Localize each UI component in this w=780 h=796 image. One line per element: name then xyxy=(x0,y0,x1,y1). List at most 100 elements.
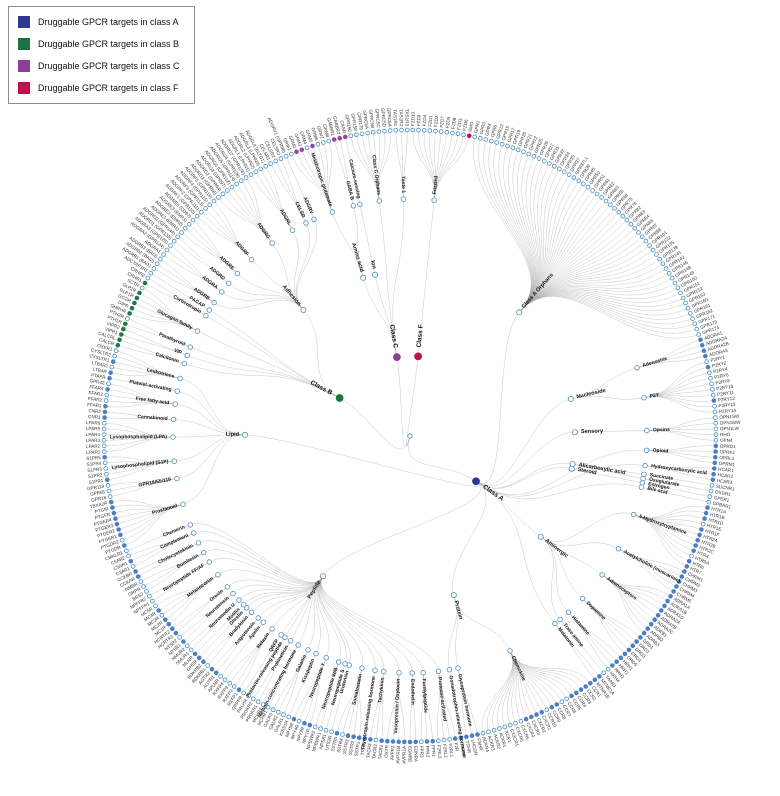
branch xyxy=(147,277,207,316)
receptor-node xyxy=(251,696,256,702)
receptor-label: HTR2C xyxy=(699,545,716,555)
druggable-receptor-node xyxy=(192,651,198,657)
receptor-node xyxy=(253,169,259,175)
druggable-receptor-node xyxy=(658,608,664,613)
druggable-receptor-node xyxy=(133,569,138,574)
branch xyxy=(475,398,571,486)
receptor-node xyxy=(126,553,131,559)
branch xyxy=(641,486,709,503)
druggable-receptor-node xyxy=(351,734,356,740)
class-node xyxy=(335,394,344,402)
receptor-label: F2RL1 xyxy=(448,743,455,758)
branch xyxy=(322,481,481,577)
family-node xyxy=(643,447,650,453)
druggable-receptor-node xyxy=(554,702,560,707)
branch xyxy=(108,383,176,405)
branch xyxy=(633,514,687,567)
branch xyxy=(353,205,364,278)
receptor-node xyxy=(273,158,279,164)
receptor-node xyxy=(186,221,192,227)
receptor-label: LPAR4 xyxy=(86,432,101,437)
branch xyxy=(475,481,556,624)
branch xyxy=(150,273,210,311)
receptor-label: GPRC5D xyxy=(380,108,387,128)
receptor-node xyxy=(650,247,656,253)
receptor-label: GPRC5C xyxy=(374,108,381,128)
druggable-receptor-node xyxy=(127,311,132,316)
receptor-label: GPR4 xyxy=(484,123,492,137)
receptor-node xyxy=(480,730,486,736)
family-node xyxy=(357,201,363,208)
druggable-receptor-node xyxy=(108,370,113,376)
branch xyxy=(107,478,177,486)
receptor-label: GPRC5B xyxy=(368,109,375,128)
legend-item-class-f: Druggable GPCR targets in class F xyxy=(18,82,180,94)
druggable-receptor-node xyxy=(587,680,593,686)
family-node xyxy=(248,257,255,263)
family-node xyxy=(177,375,183,382)
druggable-receptor-node xyxy=(583,684,588,689)
family-node xyxy=(219,289,225,295)
branch xyxy=(175,403,246,436)
branch xyxy=(203,612,252,662)
receptor-label: CCR10 xyxy=(546,712,557,728)
family-node xyxy=(630,511,637,518)
branch xyxy=(370,671,384,740)
receptor-label: NPY2R xyxy=(295,726,305,743)
receptor-node xyxy=(168,243,173,248)
group-node xyxy=(450,592,457,599)
receptor-node xyxy=(184,643,190,649)
receptor-label: GPR173 xyxy=(700,319,719,330)
receptor-node xyxy=(657,256,662,262)
receptor-label: HTR4 xyxy=(696,550,709,559)
branch xyxy=(318,576,347,664)
receptor-label: CYSLTR2 xyxy=(90,347,111,357)
receptor-label: SSTR2 xyxy=(348,740,356,756)
receptor-label: ACKR3 xyxy=(487,735,496,752)
druggable-receptor-node xyxy=(668,593,673,599)
receptor-label: PTGDR xyxy=(105,544,122,555)
branch xyxy=(519,292,686,313)
druggable-receptor-node xyxy=(539,709,544,715)
receptor-node xyxy=(243,175,249,180)
branch xyxy=(184,363,340,399)
receptor-node xyxy=(708,488,714,494)
family-node xyxy=(203,312,209,319)
receptor-node xyxy=(354,132,359,138)
receptor-node xyxy=(365,130,370,136)
druggable-receptor-node xyxy=(132,300,137,306)
family-label: Acetylcholine (muscarinic) xyxy=(622,549,681,585)
branch xyxy=(519,153,537,313)
druggable-receptor-node xyxy=(711,466,717,471)
receptor-label: CALCRL xyxy=(98,331,117,342)
branch xyxy=(280,158,307,224)
receptor-node xyxy=(275,709,281,715)
branch xyxy=(509,650,577,694)
receptor-node xyxy=(376,129,382,134)
branch xyxy=(170,245,222,293)
family-node xyxy=(342,661,348,667)
family-node xyxy=(638,484,645,490)
branch xyxy=(519,190,593,313)
branches xyxy=(103,129,717,743)
receptor-label: HCAR1 xyxy=(718,467,734,474)
receptor-label: OPRD1 xyxy=(720,444,736,450)
family-label: Bile acid xyxy=(647,486,668,496)
receptor-label: RHO xyxy=(720,432,731,437)
branch xyxy=(519,177,575,313)
family-label: GABA B xyxy=(344,180,355,201)
receptor-label: CASR xyxy=(339,120,347,134)
branch xyxy=(243,634,282,694)
receptor-label: S1PR4 xyxy=(86,461,101,467)
receptor-label: S1PR1 xyxy=(88,478,104,485)
family-label: Protease-activated xyxy=(436,677,447,722)
receptor-node xyxy=(145,275,151,281)
branch xyxy=(509,650,586,687)
branch xyxy=(251,259,304,311)
receptor-node xyxy=(147,593,152,599)
receptor-node xyxy=(154,261,160,267)
receptor-label: PTGER1 xyxy=(98,534,117,545)
receptor-label: GPR42 xyxy=(89,378,105,386)
family-node xyxy=(174,475,180,482)
receptor-node xyxy=(164,247,170,253)
